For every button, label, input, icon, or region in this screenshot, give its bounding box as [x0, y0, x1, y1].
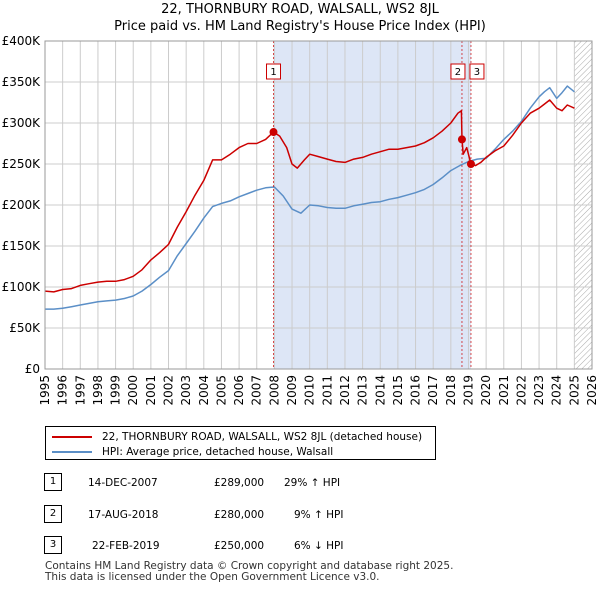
legend-swatch-red	[52, 436, 92, 438]
x-tick-label: 2003	[179, 375, 193, 406]
sale-date: 17-AUG-2018	[88, 509, 159, 521]
x-tick-label: 1996	[56, 375, 70, 406]
footer-copyright: Contains HM Land Registry data © Crown c…	[45, 560, 454, 572]
x-tick-label: 2010	[303, 375, 317, 406]
y-tick-label: £250K	[2, 157, 42, 171]
plot-frame	[44, 40, 593, 370]
x-tick-label: 2008	[267, 375, 281, 406]
sale-marker-box	[450, 63, 466, 80]
x-tick-label: 2005	[214, 375, 228, 406]
footer: Contains HM Land Registry data © Crown c…	[45, 561, 453, 583]
x-tick-label: 2001	[144, 375, 158, 406]
x-tick-label: 2013	[356, 375, 370, 406]
sale-marker-box	[266, 63, 282, 80]
x-tick-label: 2011	[320, 375, 334, 406]
sale-point	[466, 160, 475, 168]
legend: 22, THORNBURY ROAD, WALSALL, WS2 8JL (de…	[45, 426, 436, 460]
sale-number-badge: 1	[44, 473, 62, 491]
x-tick-label: 2024	[550, 375, 564, 406]
legend-label-property: 22, THORNBURY ROAD, WALSALL, WS2 8JL (de…	[102, 431, 423, 443]
y-tick-label: £300K	[2, 116, 42, 130]
y-tick-label: £100K	[2, 280, 42, 294]
x-tick-label: 2017	[426, 375, 440, 406]
legend-label-hpi: HPI: Average price, detached house, Wals…	[102, 446, 334, 458]
sale-point	[457, 135, 466, 144]
x-tick-label: 2026	[585, 375, 599, 406]
sale-date: 22-FEB-2019	[92, 540, 160, 552]
sale-marker-box	[469, 63, 485, 80]
x-tick-label: 2016	[409, 375, 423, 406]
y-tick-label: £350K	[2, 75, 42, 89]
footer-licence: This data is licensed under the Open Gov…	[45, 571, 380, 583]
sale-number-badge: 2	[44, 505, 62, 523]
sale-hpi-change: 6% ↓ HPI	[294, 540, 344, 552]
sale-marker-label: 1	[270, 67, 276, 78]
x-tick-label: 1997	[73, 375, 87, 406]
x-tick-label: 2009	[285, 375, 299, 406]
sale-number-badge: 3	[44, 536, 62, 554]
y-tick-label: £400K	[2, 34, 42, 48]
sale-marker-label: 3	[474, 67, 480, 78]
x-tick-label: 2000	[126, 375, 140, 406]
x-tick-label: 2006	[232, 375, 246, 406]
x-tick-label: 1995	[38, 375, 52, 406]
x-tick-label: 1998	[91, 375, 105, 406]
chart-title-line1: 22, THORNBURY ROAD, WALSALL, WS2 8JL	[161, 2, 439, 17]
y-tick-label: £0	[25, 362, 40, 376]
y-tick-label: £50K	[9, 321, 41, 335]
chart-title-line2: Price paid vs. HM Land Registry's House …	[114, 19, 486, 34]
x-tick-label: 2021	[497, 375, 511, 406]
sale-date: 14-DEC-2007	[88, 477, 158, 489]
x-tick-label: 2022	[514, 375, 528, 406]
sale-hpi-change: 29% ↑ HPI	[284, 477, 341, 489]
y-tick-label: £150K	[2, 239, 42, 253]
x-tick-label: 2012	[338, 375, 352, 406]
x-tick-label: 2025	[567, 375, 581, 406]
sale-hpi-change: 9% ↑ HPI	[294, 509, 344, 521]
x-tick-label: 2019	[461, 375, 475, 406]
x-tick-label: 2023	[532, 375, 546, 406]
sale-price: £280,000	[214, 509, 265, 521]
x-tick-label: 2014	[373, 375, 387, 406]
x-tick-label: 2015	[391, 375, 405, 406]
y-tick-label: £200K	[2, 198, 42, 212]
legend-swatch-blue	[52, 451, 92, 453]
x-tick-label: 2018	[444, 375, 458, 406]
x-tick-label: 1999	[109, 375, 123, 406]
x-tick-label: 2007	[250, 375, 264, 406]
sale-price: £289,000	[214, 477, 265, 489]
sale-price: £250,000	[214, 540, 265, 552]
hpi-line	[45, 85, 575, 310]
x-tick-label: 2002	[162, 375, 176, 406]
price-chart: 1 2 3 £0 £50K £100K £150K £200K £250K £300K £350K…	[2, 34, 599, 406]
x-tick-label: 2004	[197, 375, 211, 406]
sale-marker-label: 2	[455, 67, 461, 78]
sale-point	[269, 128, 278, 137]
property-price-line	[44, 99, 575, 293]
x-tick-label: 2020	[479, 375, 493, 406]
